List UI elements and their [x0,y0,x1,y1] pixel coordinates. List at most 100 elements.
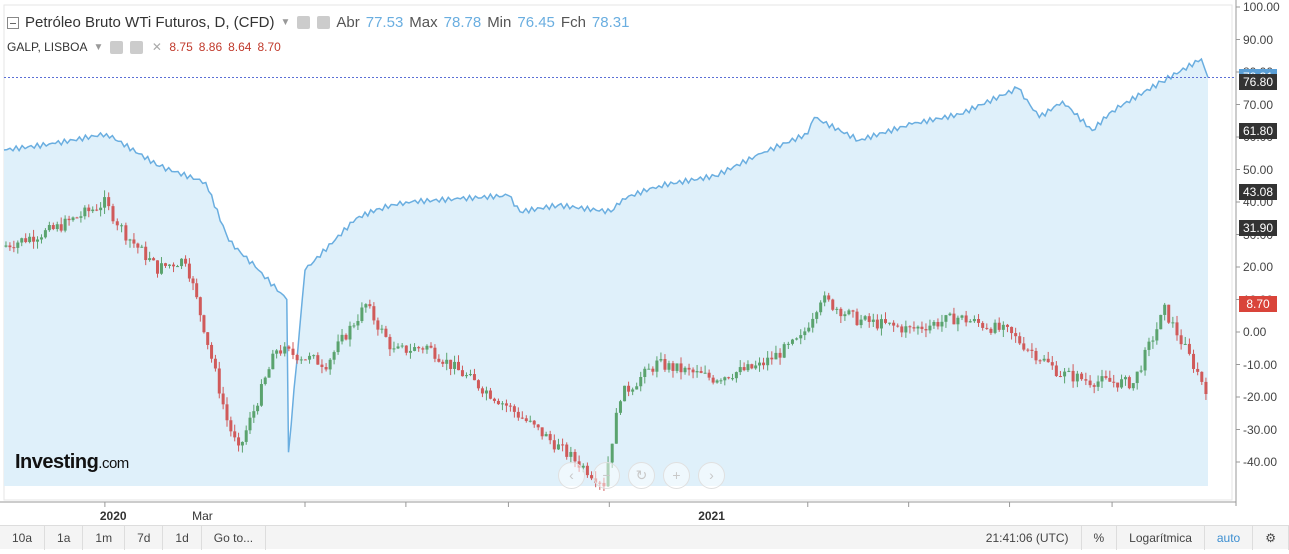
chevron-down-icon[interactable]: ▼ [280,17,291,28]
galp-candle [115,221,119,226]
range-7d-button[interactable]: 7d [125,525,164,550]
galp-candle [1135,371,1139,384]
galp-candle [425,345,429,350]
galp-candle [985,327,989,329]
galp-candle [585,465,589,476]
galp-candle [623,385,627,402]
reset-button[interactable]: ↻ [628,462,655,489]
galp-candle [944,315,948,322]
galp-candle [1014,333,1018,337]
galp-candle [55,224,59,230]
abr-value: 77.53 [365,14,404,31]
galp-candle [904,326,908,333]
galp-candle [303,359,307,361]
galp-candle [449,359,453,369]
galp-candle [795,338,799,340]
abr-label: Abr [336,14,360,31]
min-value: 76.45 [517,14,555,31]
galp-candle [1010,326,1014,334]
galp-candle [43,230,47,238]
galp-candle [308,355,312,360]
galp-candle [429,345,433,348]
galp-candle [719,380,723,382]
galp-candle [734,372,738,379]
galp-candle [336,341,340,353]
galp-candle [71,217,75,221]
galp-candle [1112,381,1116,383]
galp-candle [1147,341,1151,350]
scroll-left-button[interactable]: ‹ [558,462,585,489]
galp-candle [799,335,803,339]
galp-candle [770,357,774,360]
oil-legend: Petróleo Bruto WTi Futuros, D, (CFD) ▼ A… [7,14,629,31]
galp-candle [244,430,248,442]
galp-candle [1155,329,1159,341]
galp-candle [1131,383,1135,389]
y-tick-label: 0.00 [1243,325,1267,339]
galp-candle [569,451,573,457]
galp-candle [152,258,156,261]
range-1d-button[interactable]: 1d [163,525,202,550]
galp-candle [508,405,512,407]
galp-candle [683,367,687,373]
close-icon[interactable]: ✕ [150,39,164,54]
galp-candle [496,400,500,405]
galp-candle [1196,368,1200,372]
galp-candle [1001,324,1005,330]
gear-icon[interactable] [317,16,331,29]
galp-candle [1058,376,1062,378]
zoom-in-button[interactable]: + [663,462,690,489]
galp-legend: GALP, LISBOA ▼ ✕ 8.75 8.86 8.64 8.70 [7,40,281,54]
zoom-out-button[interactable]: − [593,462,620,489]
galp-candle [1139,370,1143,372]
eye-icon[interactable] [297,16,311,29]
y-tick-label: -40.00 [1243,455,1278,469]
range-1a-button[interactable]: 1a [45,525,84,550]
auto-toggle[interactable]: auto [1205,526,1254,550]
gear-icon[interactable] [130,40,144,54]
galp-candle [16,242,20,248]
price-tag: 43.08 [1239,183,1277,200]
galp-candle [464,375,468,377]
galp-candle [408,350,412,353]
settings-gear-icon[interactable]: ⚙ [1253,526,1289,550]
log-toggle[interactable]: Logarítmica [1117,526,1205,550]
chevron-down-icon[interactable]: ▼ [93,41,104,53]
galp-candle [176,266,180,268]
galp-candle [437,358,441,362]
galp-candle [916,326,920,329]
galp-candle [960,315,964,318]
galp-candle [295,354,299,361]
galp-candle [120,225,124,227]
scroll-right-button[interactable]: › [698,462,725,489]
galp-candle [198,297,202,316]
goto-button[interactable]: Go to... [202,525,267,550]
galp-candle [614,412,618,444]
eye-icon[interactable] [110,40,124,54]
galp-candle [827,295,831,300]
galp-candle [1167,304,1171,323]
galp-candle [532,420,536,425]
galp-candle [703,372,707,374]
galp-candle [643,368,647,377]
y-tick-label: 50.00 [1243,162,1274,177]
galp-candle [1030,349,1034,351]
galp-candle [202,315,206,333]
galp-candle [20,238,24,243]
range-10a-button[interactable]: 10a [0,525,46,550]
galp-candle [968,321,972,323]
range-1m-button[interactable]: 1m [83,525,126,550]
galp-candle [610,443,614,463]
galp-candle [32,236,36,242]
percent-toggle[interactable]: % [1082,526,1118,550]
galp-candle [900,326,904,333]
collapse-icon[interactable] [7,16,19,29]
oil-area [4,59,1208,486]
galp-candle [472,374,476,381]
galp-candle [445,359,449,364]
galp-candle [191,278,195,284]
galp-candle [715,380,719,383]
galp-candle [989,328,993,333]
